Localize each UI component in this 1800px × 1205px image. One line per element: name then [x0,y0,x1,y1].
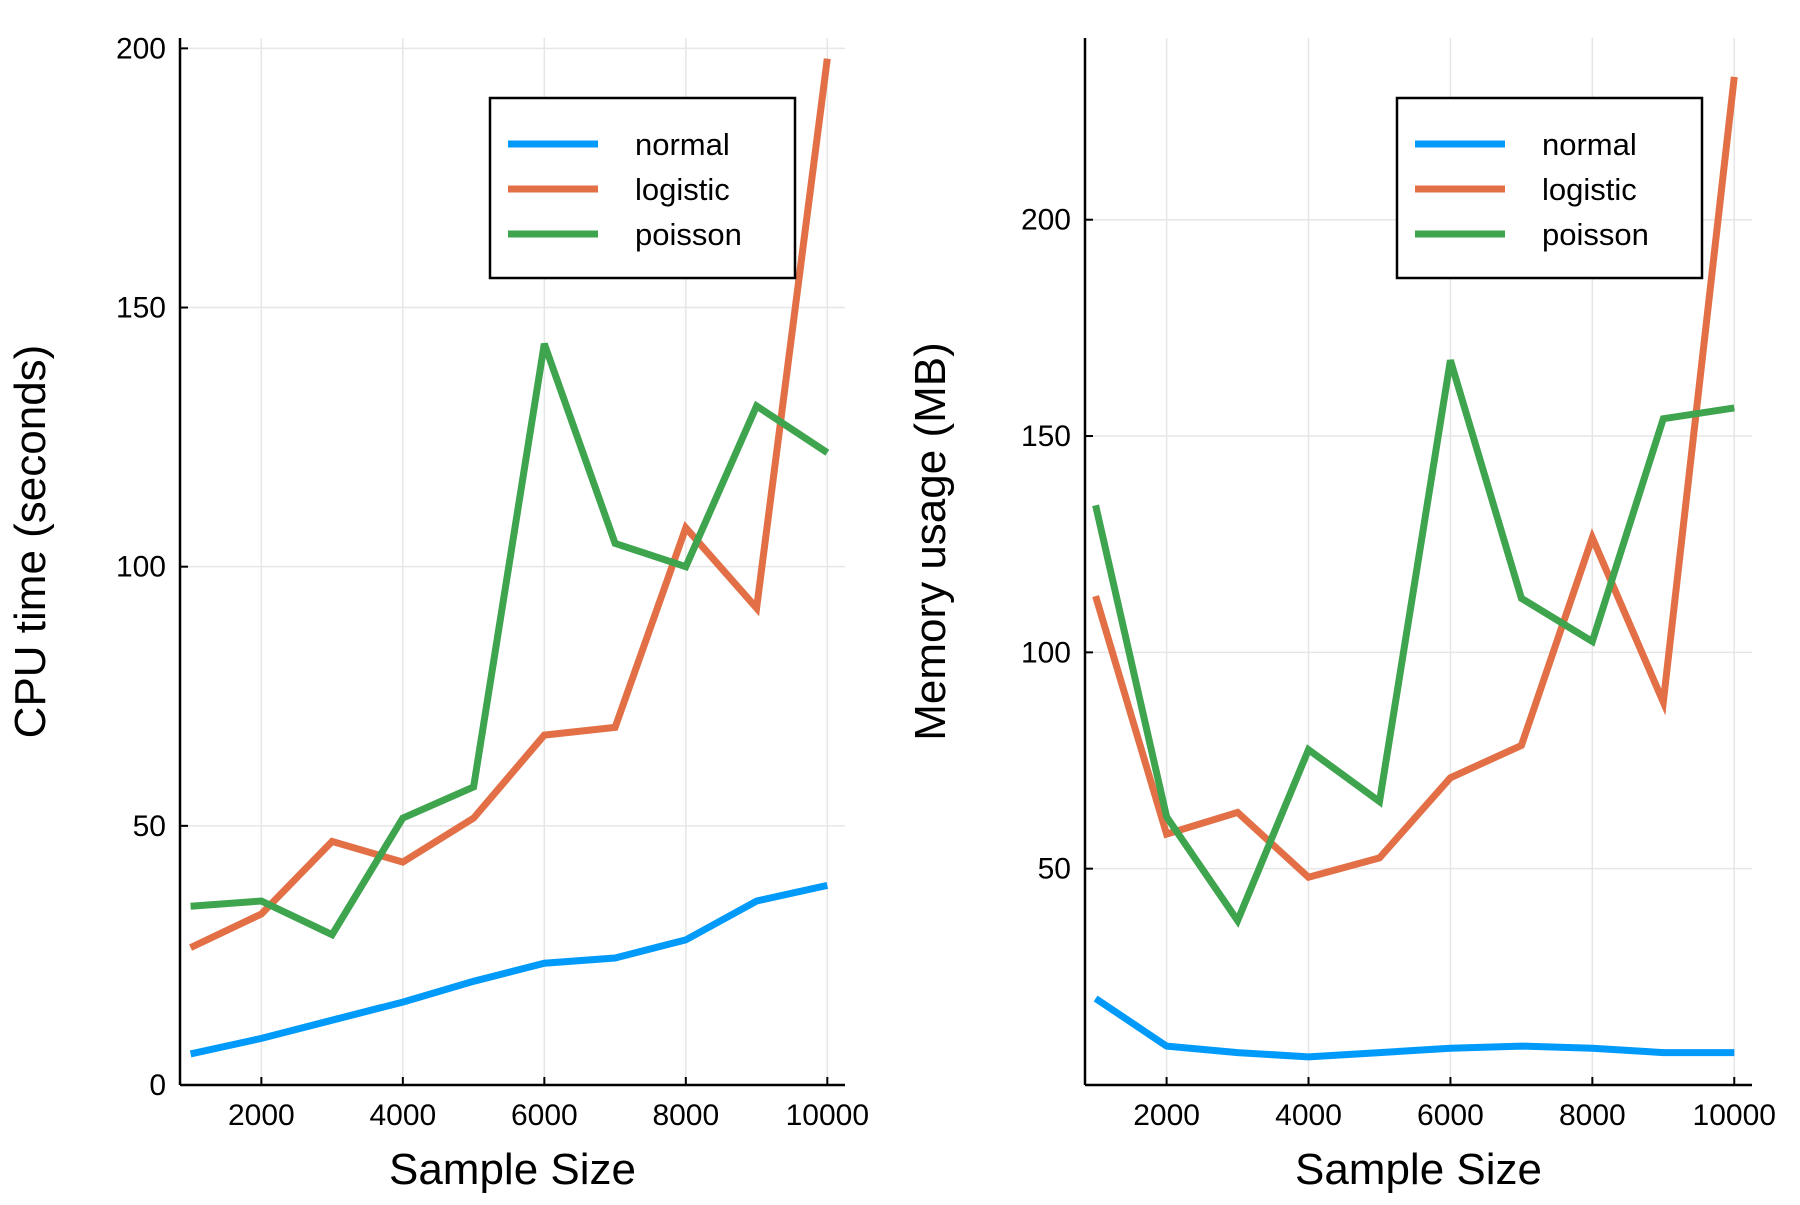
y-tick-label: 100 [116,551,166,584]
x-tick-label: 6000 [511,1099,578,1132]
y-tick-label: 150 [116,292,166,325]
y-tick-label: 150 [1021,420,1071,453]
x-tick-label: 8000 [1559,1099,1626,1132]
legend-label-poisson: poisson [1542,217,1649,252]
series-line-normal [1093,995,1735,1061]
y-tick-label: 200 [1021,204,1071,237]
y-tick-label: 100 [1021,636,1071,669]
chart-panel-1: 2000 4000 6000 8000 10000 0 50 100 150 200 Sample … [6,32,869,1194]
series-line-normal [189,881,829,1058]
x-tick-label: 8000 [652,1099,719,1132]
series-line-logistic [189,58,831,951]
series-line-logistic [1092,76,1738,882]
x-tick-label: 4000 [369,1099,436,1132]
x-tick-label: 4000 [1275,1099,1342,1132]
legend-label-logistic: logistic [635,172,730,207]
legend: normal logistic poisson [488,96,797,280]
legend-label-normal: normal [635,127,730,162]
chart-panel-2: 2000 4000 6000 8000 10000 50 100 150 200 Sample S… [906,38,1776,1194]
series-line-poisson [190,342,830,940]
x-axis-label: Sample Size [389,1145,636,1194]
y-tick-label: 50 [133,810,166,843]
y-axis-label: Memory usage (MB) [906,342,955,741]
series-group [189,58,831,1058]
x-tick-label: 10000 [786,1099,869,1132]
y-tick-label: 200 [116,32,166,65]
series-group [1092,76,1738,1061]
y-axis-label: CPU time (seconds) [6,345,55,739]
x-tick-label: 2000 [228,1099,295,1132]
y-tick-label: 0 [149,1069,166,1102]
legend-label-poisson: poisson [635,217,742,252]
legend: normal logistic poisson [1395,96,1704,280]
x-tick-label: 10000 [1693,1099,1776,1132]
x-tick-label: 6000 [1417,1099,1484,1132]
legend-label-logistic: logistic [1542,172,1637,207]
series-line-poisson [1092,359,1735,928]
legend-label-normal: normal [1542,127,1637,162]
x-axis-label: Sample Size [1295,1145,1542,1194]
x-tick-label: 2000 [1133,1099,1200,1132]
y-tick-label: 50 [1038,853,1071,886]
